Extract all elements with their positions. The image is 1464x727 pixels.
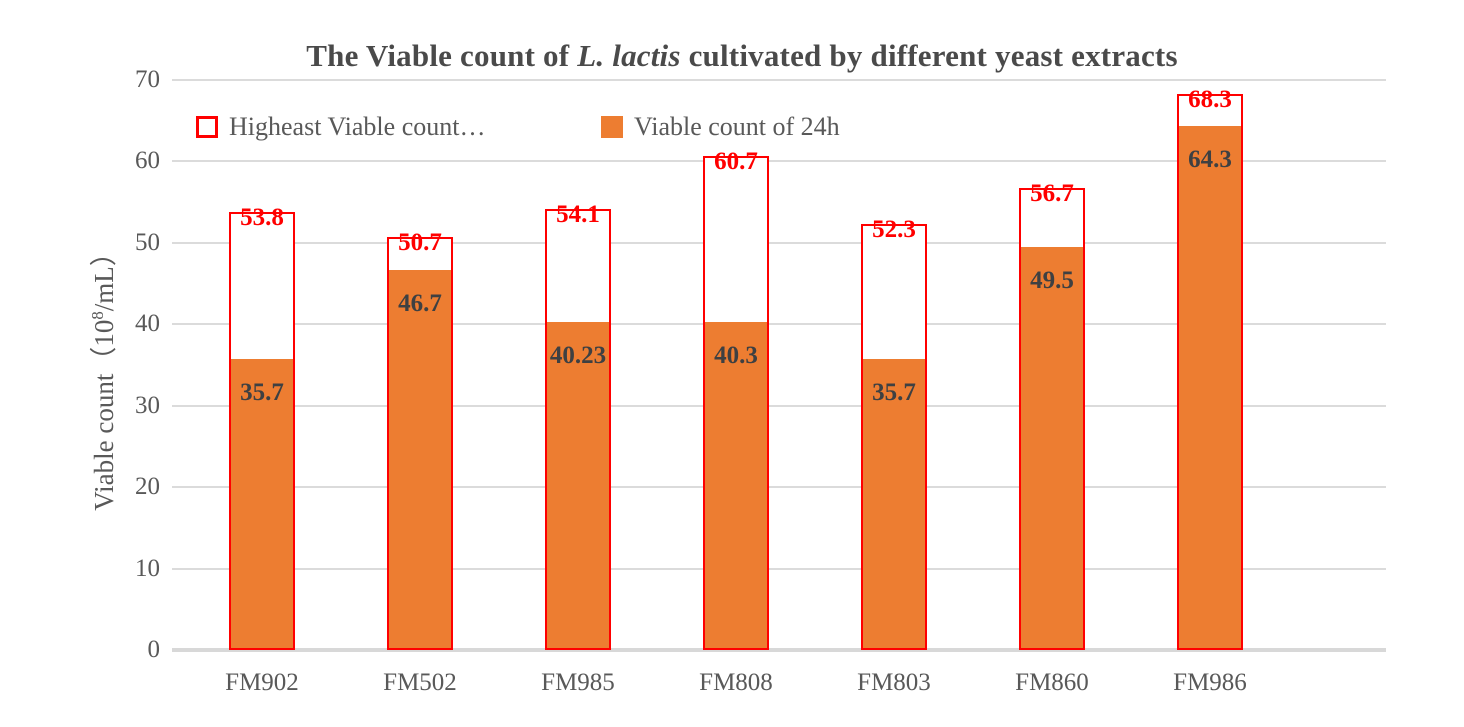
bar-24h-FM902 <box>231 359 293 648</box>
x-axis-line <box>172 648 1386 652</box>
data-label-24h-FM985: 40.23 <box>549 342 607 370</box>
data-label-highest-FM803: 52.3 <box>872 216 916 244</box>
gridline-50 <box>172 241 1386 244</box>
legend: Higheast Viable count… Viable count of 2… <box>0 112 1464 144</box>
y-tick-label-70: 70 <box>135 66 160 93</box>
data-label-highest-FM902: 53.8 <box>240 203 284 231</box>
chart-title-suffix: cultivated by different yeast extracts <box>680 38 1178 73</box>
data-label-24h-FM860: 49.5 <box>1030 266 1074 294</box>
data-label-24h-FM803: 35.7 <box>872 379 916 407</box>
gridline-60 <box>172 160 1386 163</box>
bar-24h-FM502 <box>389 269 451 648</box>
gridline-30 <box>172 404 1386 407</box>
data-label-highest-FM985: 54.1 <box>556 201 600 229</box>
y-tick-label-50: 50 <box>135 228 160 256</box>
legend-label-highest: Higheast Viable count… <box>229 112 486 141</box>
legend-item-viable-count-24h: Viable count of 24h <box>601 112 840 142</box>
data-label-24h-FM502: 46.7 <box>398 289 442 317</box>
data-label-24h-FM808: 40.3 <box>714 341 758 369</box>
y-tick-label-10: 10 <box>135 554 160 582</box>
chart-title-species: L. lactis <box>577 38 681 73</box>
gridline-20 <box>172 486 1386 489</box>
bar-24h-FM803 <box>863 359 925 648</box>
bar-24h-FM808 <box>705 321 767 648</box>
bar-24h-FM986 <box>1179 126 1241 648</box>
gridline-70 <box>172 79 1386 81</box>
gridline-10 <box>172 567 1386 570</box>
x-tick-label-FM860: FM860 <box>1015 669 1089 696</box>
y-tick-label-40: 40 <box>135 310 160 338</box>
data-label-24h-FM902: 35.7 <box>240 379 284 407</box>
x-tick-label-FM986: FM986 <box>1173 669 1247 696</box>
data-label-highest-FM986: 68.3 <box>1188 85 1232 113</box>
x-tick-label-FM985: FM985 <box>541 669 615 696</box>
x-tick-label-FM902: FM902 <box>225 669 299 696</box>
data-label-24h-FM986: 64.3 <box>1188 146 1232 174</box>
bar-24h-FM860 <box>1021 246 1083 648</box>
data-label-highest-FM860: 56.7 <box>1030 180 1074 208</box>
legend-label-24h: Viable count of 24h <box>634 112 840 141</box>
x-tick-label-FM803: FM803 <box>857 669 931 696</box>
y-tick-label-30: 30 <box>135 391 160 419</box>
y-tick-label-20: 20 <box>135 473 160 501</box>
x-tick-label-FM502: FM502 <box>383 669 457 696</box>
chart-title-prefix: The Viable count of <box>306 38 578 73</box>
x-tick-label-FM808: FM808 <box>699 669 773 696</box>
legend-open-red-square-icon <box>196 116 218 138</box>
bar-24h-FM985 <box>547 322 609 648</box>
data-label-highest-FM502: 50.7 <box>398 229 442 257</box>
y-tick-label-0: 0 <box>147 636 161 663</box>
legend-solid-orange-square-icon <box>601 116 623 138</box>
chart-title: The Viable count of L. lactis cultivated… <box>20 38 1464 74</box>
y-tick-label-60: 60 <box>135 147 160 175</box>
legend-item-highest-viable-count: Higheast Viable count… <box>196 112 485 142</box>
data-label-highest-FM808: 60.7 <box>714 147 758 175</box>
gridline-40 <box>172 323 1386 326</box>
